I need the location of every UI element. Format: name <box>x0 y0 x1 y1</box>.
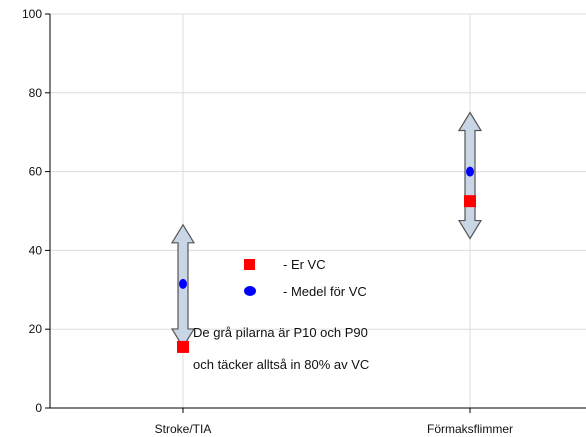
y-tick-label-20: 20 <box>29 322 43 336</box>
y-tick-label-40: 40 <box>29 243 43 257</box>
y-tick-label-80: 80 <box>29 86 43 100</box>
percentile-arrows <box>170 111 483 349</box>
y-tick-label-60: 60 <box>29 165 43 179</box>
x-tick-label-1: Förmaksflimmer <box>427 422 513 436</box>
data-markers <box>177 166 476 353</box>
annotation-line-1: De grå pilarna är P10 och P90 <box>193 325 368 340</box>
legend: - Er VC - Medel för VC <box>244 257 367 299</box>
y-tick-label-0: 0 <box>35 401 42 415</box>
annotation: De grå pilarna är P10 och P90 och täcker… <box>193 325 369 372</box>
marker-er-vc-1 <box>464 195 476 208</box>
marker-er-vc-0 <box>177 340 189 353</box>
annotation-line-2: och täcker alltså in 80% av VC <box>193 357 369 372</box>
y-ticks: 0 20 40 60 80 100 <box>22 7 50 415</box>
x-ticks: Stroke/TIA Förmaksflimmer <box>155 408 513 436</box>
legend-label-medel: - Medel för VC <box>283 284 367 299</box>
marker-medel-0 <box>179 278 187 289</box>
legend-label-er-vc: - Er VC <box>283 257 326 272</box>
gridlines <box>50 13 586 408</box>
legend-swatch-medel <box>244 286 256 296</box>
marker-medel-1 <box>466 166 474 177</box>
x-tick-label-0: Stroke/TIA <box>155 422 212 436</box>
y-tick-label-100: 100 <box>22 7 42 21</box>
legend-swatch-er-vc <box>244 259 255 270</box>
axes <box>49 14 586 409</box>
